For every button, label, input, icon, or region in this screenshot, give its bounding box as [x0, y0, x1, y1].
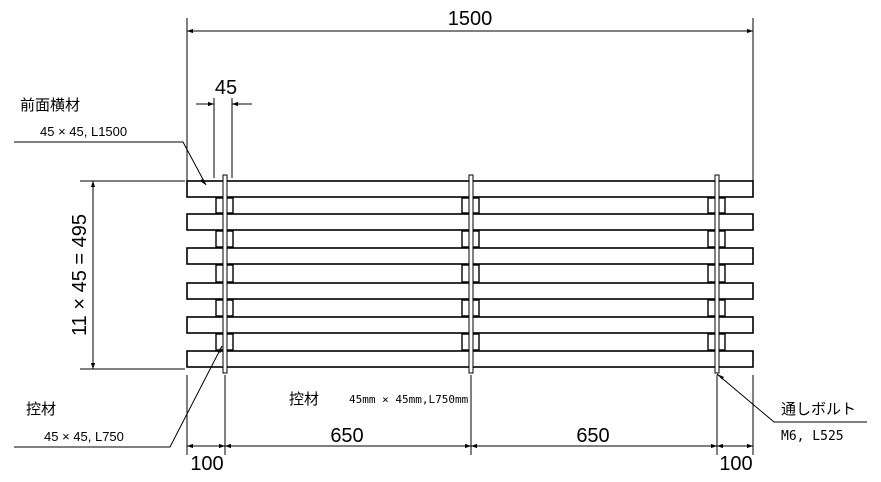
- span-right-text: 650: [576, 425, 609, 447]
- bolt-left: [222, 174, 228, 374]
- overall-length-text: 1500: [448, 8, 493, 30]
- right-offset-text: 100: [719, 453, 752, 475]
- bottom-dimensions: 100 650 650 100: [186, 375, 754, 475]
- left-offset-text: 100: [190, 453, 223, 475]
- leader-line: [14, 345, 223, 448]
- leader-arrow: [200, 179, 206, 185]
- height-text: 11 × 45 = 495: [69, 214, 91, 336]
- through-bolt-spec: M6, L525: [781, 429, 844, 444]
- through-bolts: [222, 174, 720, 374]
- back-member-name: 控材: [26, 401, 56, 418]
- bolt-right: [714, 174, 720, 374]
- back-member-spec: 45 × 45, L750: [44, 429, 124, 444]
- member-width-text: 45: [215, 77, 237, 99]
- span-left-text: 650: [330, 425, 363, 447]
- front-member-callout: 前面横材 45 × 45, L1500: [14, 97, 207, 186]
- member-width-dimension: 45: [196, 77, 252, 178]
- bolt-center: [468, 174, 474, 374]
- center-note-name: 控材: [289, 391, 319, 408]
- leader-arrow: [717, 374, 724, 380]
- height-dimension: 11 × 45 = 495: [69, 180, 185, 370]
- front-member-name: 前面横材: [20, 97, 80, 114]
- overall-length-dimension: 1500: [186, 8, 754, 182]
- leader-line: [14, 141, 207, 186]
- leader-arrow: [217, 346, 222, 353]
- center-note-spec: 45mm × 45mm,L750mm: [349, 393, 469, 406]
- center-note: 控材 45mm × 45mm,L750mm: [289, 391, 469, 408]
- through-bolt-name: 通しボルト: [781, 401, 856, 418]
- leader-line: [716, 373, 867, 423]
- front-member-spec: 45 × 45, L1500: [40, 124, 127, 139]
- back-member-callout: 控材 45 × 45, L750: [14, 345, 223, 448]
- through-bolt-callout: 通しボルト M6, L525: [716, 373, 867, 444]
